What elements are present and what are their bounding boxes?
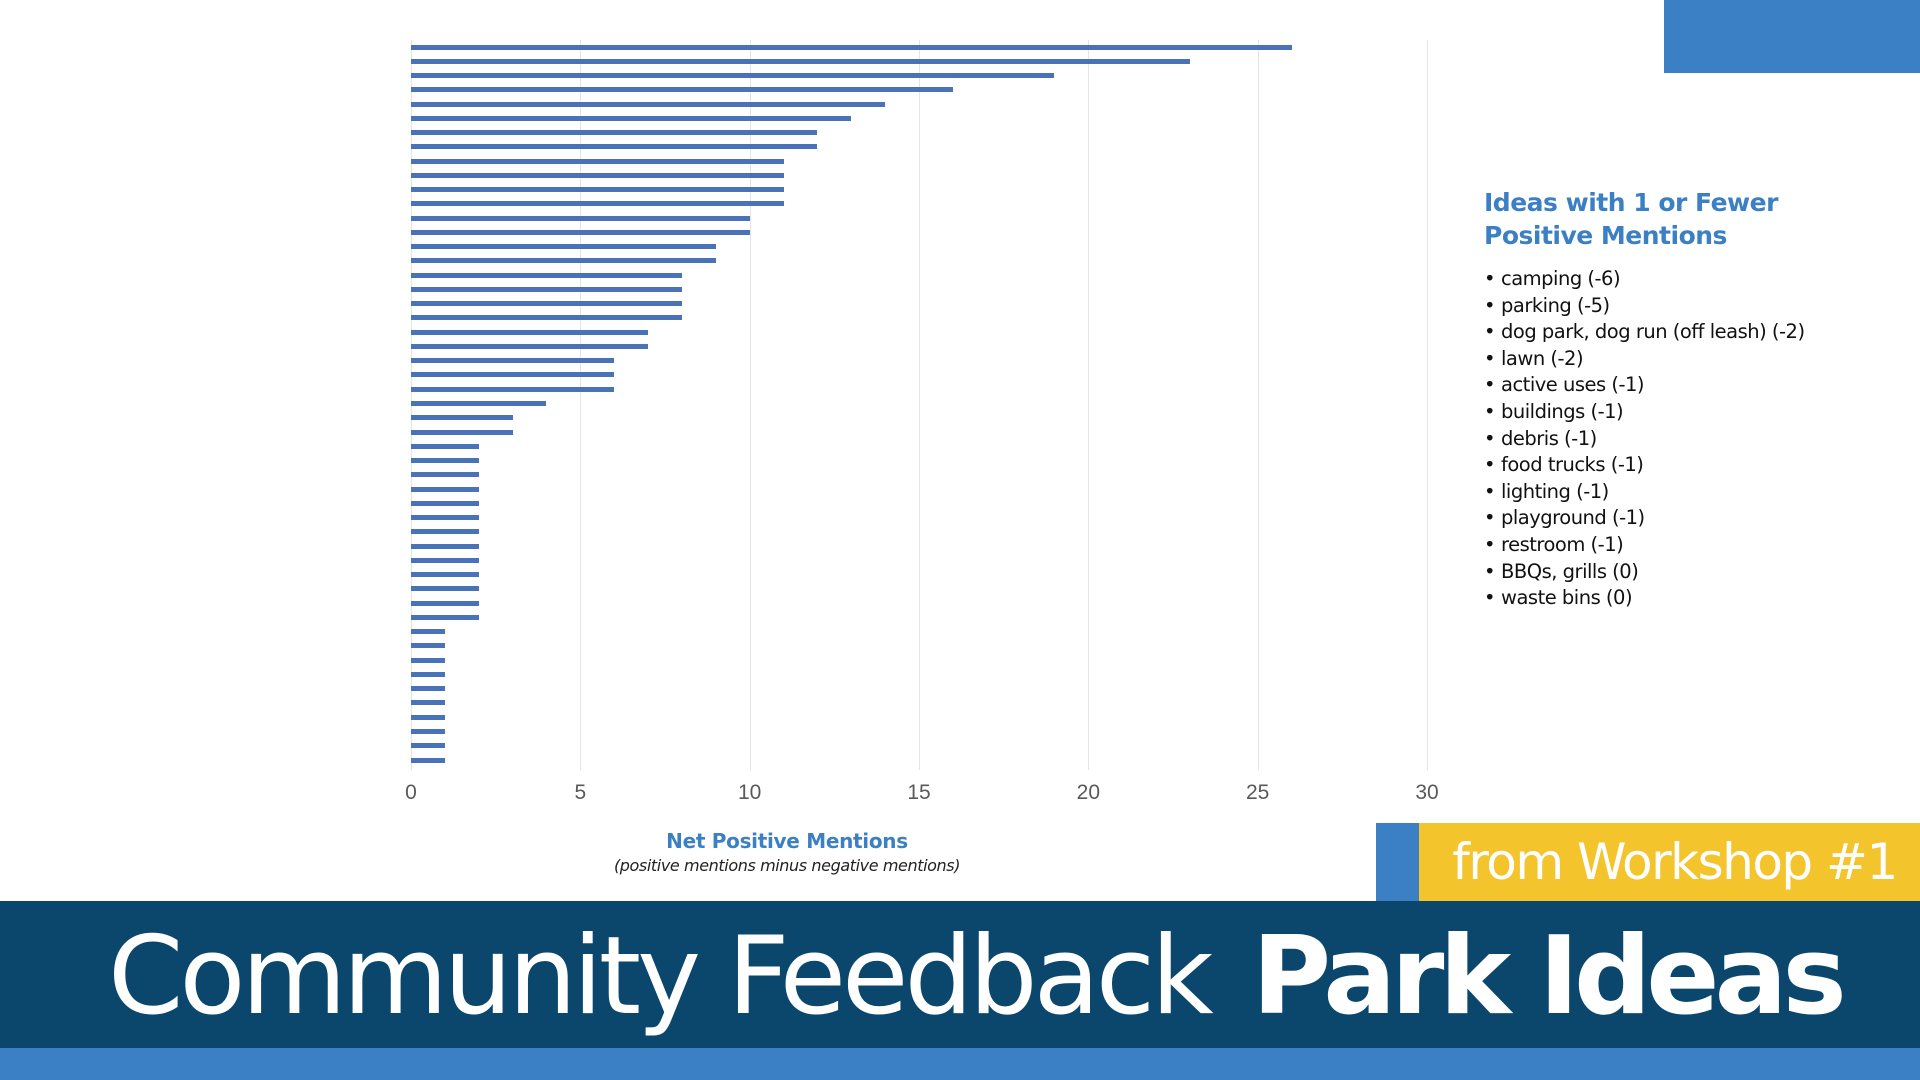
- bar: [411, 429, 513, 435]
- bar: [411, 415, 513, 421]
- bar-chart: 051015202530nature appreciation, nature …: [405, 40, 1439, 804]
- title-banner: [0, 901, 1920, 1048]
- bar: [411, 329, 649, 335]
- bar: [411, 686, 445, 692]
- gridline: [1088, 40, 1090, 770]
- list-item: food trucks (-1): [1484, 452, 1805, 479]
- bar: [411, 115, 852, 121]
- bar: [411, 543, 479, 549]
- bar: [411, 757, 445, 763]
- corner-accent-block: [1664, 0, 1920, 73]
- gridline: [1257, 40, 1259, 770]
- bar: [411, 158, 784, 164]
- bar: [411, 728, 445, 734]
- bar: [411, 215, 750, 221]
- page-title-light: Community Feedback: [108, 914, 1214, 1039]
- side-panel-title-line1: Ideas with 1 or Fewer: [1484, 188, 1778, 217]
- workshop-tag-label: from Workshop #1: [1452, 833, 1898, 891]
- bar: [411, 458, 479, 464]
- bar: [411, 272, 682, 278]
- gridline: [919, 40, 920, 770]
- bar: [411, 87, 953, 93]
- list-item: lawn (-2): [1484, 346, 1805, 373]
- gridline: [1427, 40, 1428, 770]
- bar: [411, 229, 750, 235]
- bar: [411, 643, 445, 649]
- bar: [411, 657, 445, 663]
- gridline: [580, 40, 582, 770]
- list-item: active uses (-1): [1484, 372, 1805, 399]
- bar: [411, 372, 615, 378]
- page-title-bold: Park Ideas: [1252, 914, 1847, 1039]
- bar: [411, 515, 479, 521]
- bar: [411, 629, 445, 635]
- x-tick-label: 5: [574, 781, 587, 804]
- bar: [411, 343, 649, 349]
- bar: [411, 671, 445, 677]
- bar: [411, 614, 479, 620]
- bar: [411, 472, 479, 478]
- bar: [411, 258, 716, 264]
- bar: [411, 600, 479, 606]
- x-tick-label: 30: [1415, 781, 1439, 804]
- bar: [411, 187, 784, 193]
- low-mention-ideas-list: camping (-6)parking (-5)dog park, dog ru…: [1484, 266, 1805, 612]
- x-tick-label: 10: [737, 781, 762, 804]
- bar: [411, 286, 682, 292]
- x-tick-label: 20: [1076, 781, 1100, 804]
- bar: [411, 101, 886, 107]
- x-tick-label: 0: [405, 781, 417, 804]
- list-item: buildings (-1): [1484, 399, 1805, 426]
- bar: [411, 73, 1055, 79]
- side-panel-title-line2: Positive Mentions: [1484, 221, 1727, 250]
- list-item: lighting (-1): [1484, 479, 1805, 506]
- bar: [411, 201, 784, 207]
- list-item: camping (-6): [1484, 266, 1805, 293]
- x-tick-label: 25: [1245, 781, 1270, 804]
- bar: [411, 443, 479, 449]
- bar: [411, 244, 716, 250]
- x-axis-title: Net Positive Mentions: [666, 829, 908, 853]
- side-panel-title: Ideas with 1 or Fewer Positive Mentions: [1484, 186, 1844, 252]
- workshop-tag-accent: [1376, 823, 1419, 901]
- bar: [411, 315, 682, 321]
- bar: [411, 386, 615, 392]
- bar: [411, 144, 818, 150]
- bar: [411, 743, 445, 749]
- bar: [411, 401, 547, 406]
- bar: [411, 358, 615, 364]
- bar: [411, 700, 445, 706]
- bar: [411, 586, 479, 592]
- bar: [411, 572, 479, 578]
- bottom-stripe: [0, 1048, 1920, 1080]
- list-item: parking (-5): [1484, 293, 1805, 320]
- bar: [411, 58, 1190, 64]
- bar: [411, 301, 682, 307]
- bar: [411, 557, 479, 563]
- list-item: playground (-1): [1484, 505, 1805, 532]
- x-tick-label: 15: [907, 781, 931, 804]
- workshop-tag: from Workshop #1: [1419, 823, 1920, 901]
- list-item: restroom (-1): [1484, 532, 1805, 559]
- bar: [411, 714, 445, 720]
- list-item: BBQs, grills (0): [1484, 559, 1805, 586]
- bar: [411, 44, 1292, 50]
- x-axis-subtitle: (positive mentions minus negative mentio…: [613, 856, 961, 875]
- bar: [411, 500, 479, 506]
- bar: [411, 172, 784, 178]
- bar: [411, 486, 479, 492]
- list-item: debris (-1): [1484, 426, 1805, 453]
- bar: [411, 529, 479, 535]
- list-item: dog park, dog run (off leash) (-2): [1484, 319, 1805, 346]
- list-item: waste bins (0): [1484, 585, 1805, 612]
- gridline: [749, 40, 751, 770]
- bar: [411, 130, 818, 136]
